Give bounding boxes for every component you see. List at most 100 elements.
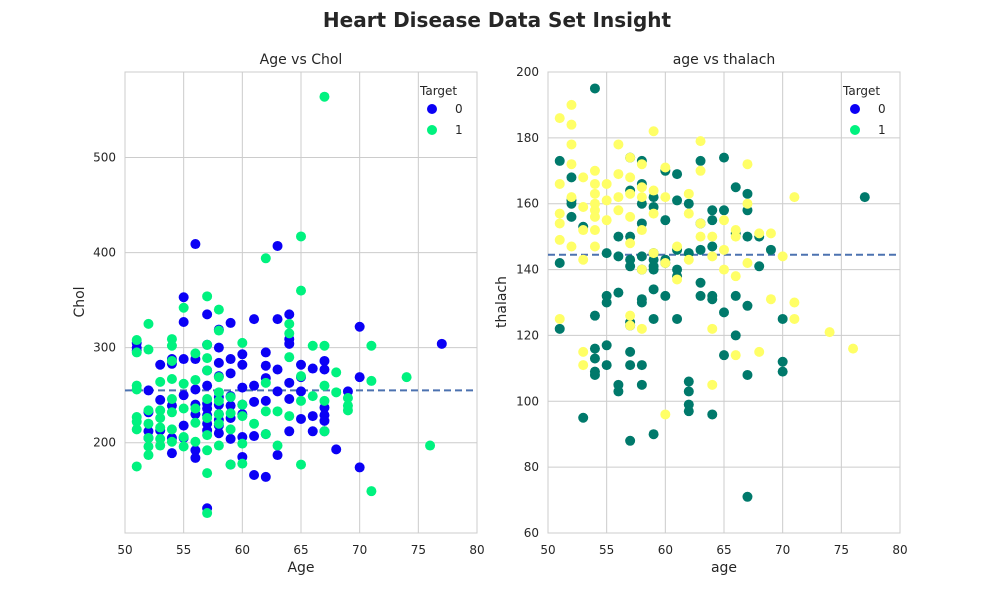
point-target-0	[601, 340, 612, 351]
point-target-1	[366, 375, 377, 386]
point-target-0	[707, 205, 718, 216]
point-target-0	[178, 316, 189, 327]
point-target-1	[578, 225, 589, 236]
point-target-0	[625, 435, 636, 446]
point-target-0	[178, 292, 189, 303]
point-target-0	[249, 314, 260, 325]
point-target-0	[683, 406, 694, 417]
point-target-0	[601, 360, 612, 371]
point-target-1	[554, 208, 565, 219]
point-target-0	[213, 357, 224, 368]
point-target-0	[260, 395, 271, 406]
point-target-0	[742, 231, 753, 242]
point-target-0	[601, 248, 612, 259]
point-target-0	[354, 462, 365, 473]
point-target-0	[284, 426, 295, 437]
point-target-0	[225, 433, 236, 444]
point-target-1	[765, 228, 776, 239]
point-target-0	[742, 300, 753, 311]
point-target-1	[719, 264, 729, 275]
point-target-1	[554, 234, 565, 245]
point-target-1	[319, 380, 330, 391]
point-target-0	[284, 338, 295, 349]
point-target-1	[730, 271, 741, 282]
point-target-1	[178, 441, 189, 452]
y-ticks: 200 300 400 500	[93, 151, 116, 450]
point-target-1	[765, 294, 776, 305]
point-target-0	[225, 400, 236, 411]
point-target-1	[425, 440, 436, 451]
point-target-1	[707, 231, 718, 242]
point-target-0	[237, 349, 248, 360]
point-target-1	[719, 215, 729, 226]
point-target-0	[613, 386, 624, 397]
point-target-1	[613, 192, 624, 203]
point-target-0	[742, 491, 753, 502]
legend: Target 0 1	[842, 84, 886, 137]
point-target-1	[730, 350, 741, 361]
point-target-1	[143, 432, 154, 443]
point-target-1	[366, 486, 377, 497]
points	[554, 83, 870, 502]
point-target-1	[190, 348, 201, 359]
x-tick-label: 60	[658, 543, 673, 557]
y-tick-label: 300	[93, 341, 116, 355]
point-target-0	[754, 261, 765, 272]
point-target-0	[695, 155, 706, 166]
point-target-1	[695, 165, 706, 176]
point-target-0	[554, 257, 565, 268]
point-target-1	[225, 459, 236, 470]
x-axis-label: age	[711, 560, 737, 576]
point-target-1	[707, 323, 718, 334]
point-target-1	[554, 178, 565, 189]
point-target-1	[225, 408, 236, 419]
point-target-1	[249, 418, 260, 429]
x-tick-label: 80	[469, 543, 484, 557]
point-target-1	[225, 392, 236, 403]
point-target-1	[730, 231, 741, 242]
point-target-1	[648, 126, 659, 137]
point-target-0	[742, 369, 753, 380]
x-tick-label: 60	[235, 543, 250, 557]
point-target-1	[636, 159, 647, 170]
point-target-0	[190, 452, 201, 463]
chart-title: Age vs Chol	[260, 52, 343, 68]
point-target-1	[319, 395, 330, 406]
x-tick-label: 65	[716, 543, 731, 557]
point-target-1	[131, 384, 142, 395]
point-target-1	[284, 318, 295, 329]
point-target-1	[143, 405, 154, 416]
point-target-1	[636, 264, 647, 275]
point-target-1	[178, 431, 189, 442]
legend-marker-1	[427, 125, 437, 135]
point-target-1	[625, 320, 636, 331]
point-target-1	[202, 365, 213, 376]
y-tick-label: 200	[93, 436, 116, 450]
point-target-1	[636, 192, 647, 203]
legend-label-1: 1	[878, 123, 886, 137]
point-target-0	[672, 169, 683, 180]
point-target-1	[166, 340, 177, 351]
point-target-1	[190, 374, 201, 385]
point-target-1	[213, 372, 224, 383]
point-target-1	[589, 241, 600, 252]
point-target-1	[225, 424, 236, 435]
point-target-1	[202, 339, 213, 350]
point-target-0	[613, 251, 624, 262]
point-target-0	[719, 307, 729, 318]
point-target-1	[636, 182, 647, 193]
point-target-1	[260, 253, 271, 264]
point-target-1	[789, 313, 800, 324]
point-target-1	[213, 409, 224, 420]
point-target-1	[213, 440, 224, 451]
point-target-0	[683, 198, 694, 209]
legend-label-0: 0	[455, 102, 463, 116]
point-target-0	[260, 347, 271, 358]
point-target-0	[284, 309, 295, 320]
point-target-0	[625, 346, 636, 357]
point-target-0	[636, 379, 647, 390]
point-target-0	[683, 376, 694, 387]
point-target-1	[589, 188, 600, 199]
legend: Target 0 1	[419, 84, 463, 137]
point-target-1	[237, 458, 248, 469]
